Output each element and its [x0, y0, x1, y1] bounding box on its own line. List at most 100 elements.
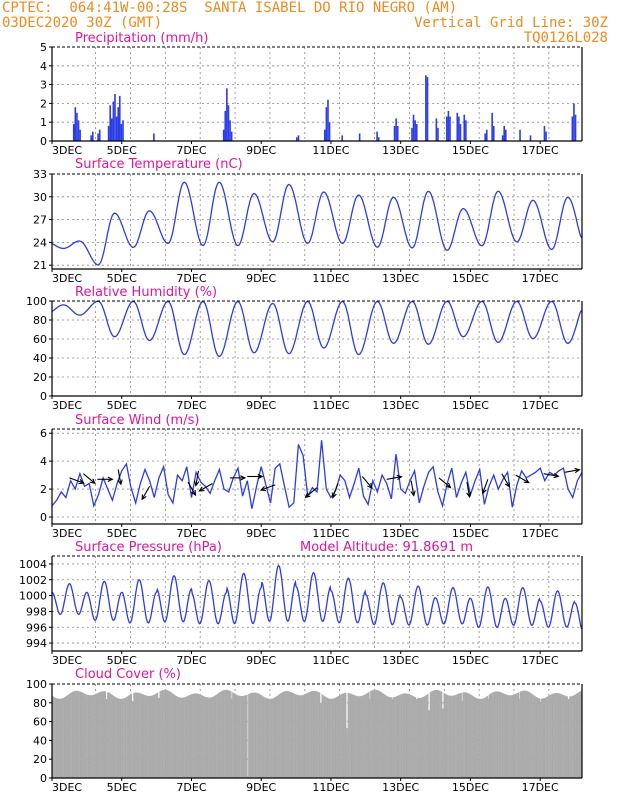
cloud-bar: [57, 698, 59, 778]
cloud-bar: [124, 697, 126, 778]
cloud-bar: [296, 694, 298, 778]
cloud-bar: [101, 691, 103, 778]
wind-arrow-head: [574, 467, 581, 474]
cloud-bar: [409, 694, 411, 778]
cloud-bar: [492, 692, 494, 778]
cloud-bar: [397, 695, 398, 778]
precip-bar: [491, 112, 493, 141]
cloud-bar: [432, 690, 434, 778]
cloud-bar: [139, 692, 141, 778]
cloud-bar: [231, 699, 233, 778]
wind-arrow-shaft: [69, 477, 84, 484]
cloud-bar: [54, 697, 56, 778]
cloud-bar: [498, 691, 500, 778]
precip-bar: [297, 135, 300, 141]
wind-arrow-head: [257, 473, 264, 480]
cloud-bar: [306, 693, 308, 778]
cloud-bar: [386, 695, 388, 778]
panel-title: Precipitation (mm/h): [75, 31, 208, 46]
wind-arrow-head: [466, 491, 472, 499]
cloud-bar: [81, 692, 83, 778]
cloud-bar: [371, 690, 373, 778]
cloud-bar: [116, 697, 118, 778]
cloud-bar: [59, 698, 61, 778]
cloud-bar: [480, 698, 482, 778]
wind-arrow: [69, 477, 85, 485]
precip-bar: [112, 101, 115, 141]
wind-arrow: [466, 481, 472, 499]
cloud-bar: [112, 695, 114, 778]
cloud-bar: [158, 698, 159, 778]
cloud-bar: [187, 695, 189, 778]
cloud-bar: [62, 698, 64, 778]
wind-arrow-shaft: [515, 474, 530, 484]
cloud-bar: [308, 692, 310, 778]
cloud-bar: [415, 699, 417, 778]
y-tick-label: 996: [26, 621, 47, 634]
cloud-bar: [285, 691, 287, 778]
cloud-bar: [554, 693, 556, 778]
cloud-bar: [559, 693, 560, 778]
cloud-bar: [479, 698, 481, 778]
cloud-bar: [153, 694, 155, 778]
cloud-bar: [397, 695, 399, 778]
wind-arrow: [501, 473, 510, 488]
precip-bar: [449, 116, 451, 141]
cloud-bar: [516, 693, 518, 778]
cloud-bar: [179, 697, 181, 778]
cloud-bar: [65, 696, 67, 778]
cloud-bar: [312, 690, 314, 778]
cloud-bar: [423, 696, 425, 778]
precip-bar: [107, 125, 110, 141]
cloud-bar: [482, 698, 484, 778]
cloud-bar: [245, 695, 247, 778]
cloud-bar: [491, 692, 493, 778]
cloud-bar: [466, 692, 467, 778]
cloud-bar: [121, 698, 122, 778]
cloud-bar: [224, 689, 226, 778]
cloud-bar: [54, 697, 56, 778]
cloud-bar: [332, 698, 334, 778]
precip-bar: [120, 124, 123, 141]
cloud-bar: [540, 698, 542, 778]
cloud-bar: [133, 692, 135, 778]
cloud-bar: [192, 693, 194, 778]
cloud-bar: [205, 697, 207, 778]
cloud-bar: [113, 696, 115, 778]
cloud-bar: [105, 691, 106, 778]
precip-bar: [415, 124, 418, 141]
cloud-bar: [73, 691, 74, 778]
cloud-bar: [405, 693, 406, 778]
cloud-bar: [456, 694, 458, 778]
cloud-bar: [178, 697, 180, 778]
cloud-bar: [420, 697, 422, 778]
cloud-bar: [301, 695, 303, 778]
cloud-bar: [222, 690, 224, 778]
cloud-bar: [239, 695, 241, 778]
wind-arrow: [543, 472, 560, 479]
precip-bar: [411, 127, 413, 141]
cloud-bar: [212, 696, 214, 778]
cloud-bar: [218, 692, 220, 778]
cloud-bar: [306, 693, 308, 778]
cloud-bar: [303, 694, 305, 778]
wind-arrow-shaft: [305, 487, 318, 498]
plot-area: [52, 301, 582, 396]
cloud-bar: [514, 694, 515, 778]
x-tick-label: 13DEC: [382, 781, 419, 794]
panel-4: Surface Wind (m/s) 0 2 4 6 3DEC 5DEC 7DEC 9DEC 11…: [40, 413, 583, 540]
precip-bar: [91, 131, 94, 141]
cloud-bar: [499, 691, 501, 778]
x-tick-label: 9DEC: [246, 272, 276, 285]
cloud-bar: [457, 694, 459, 778]
cloud-bar: [370, 691, 372, 778]
panel-title: Cloud Cover (%): [75, 667, 181, 682]
wind-arrow-head: [410, 490, 416, 497]
cloud-bar: [421, 697, 423, 778]
wind-arrow: [229, 475, 247, 481]
cloud-bar: [367, 692, 369, 778]
cloud-bar: [182, 697, 184, 778]
cloud-bar: [364, 694, 366, 778]
wind-arrow: [386, 474, 403, 481]
cloud-bar: [296, 694, 298, 778]
